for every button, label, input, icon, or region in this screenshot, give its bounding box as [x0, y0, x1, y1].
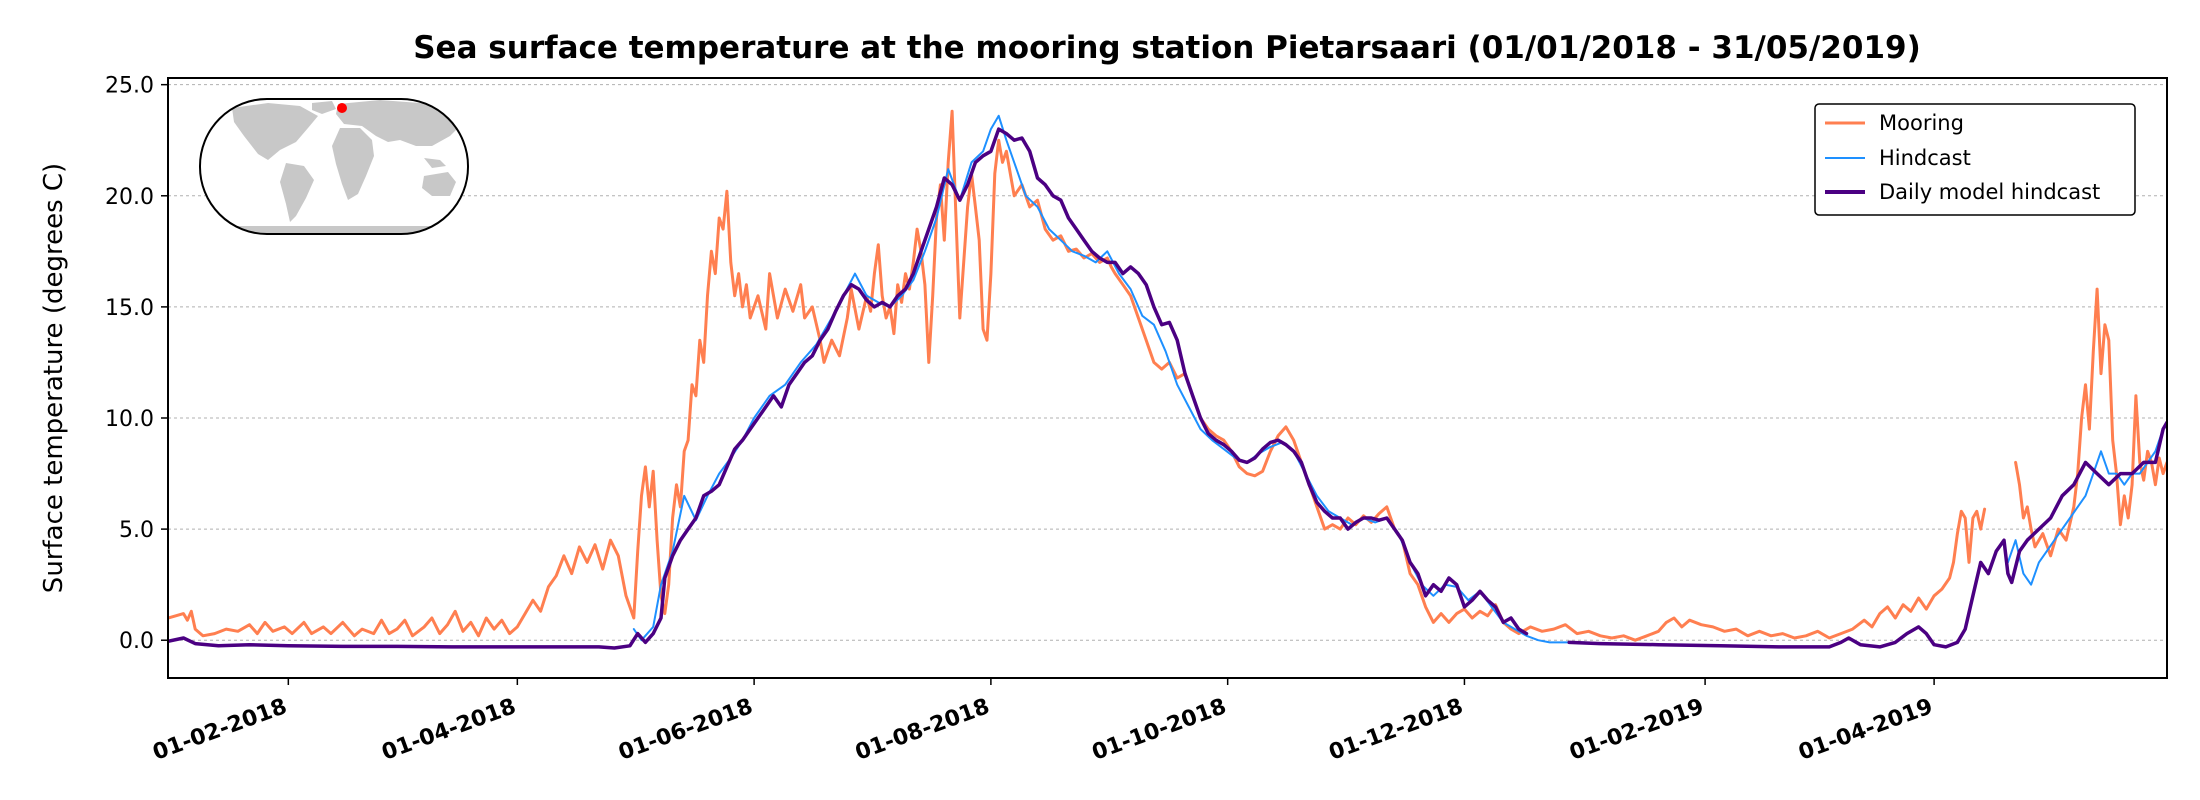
- legend-box: [1814, 103, 2136, 216]
- plot-frame: [167, 77, 2168, 679]
- series-line-hindcast: [2006, 421, 2167, 586]
- series-line-daily-model-hindcast: [1567, 420, 2167, 649]
- series-line-mooring: [168, 109, 1987, 642]
- inset-map-border: [199, 98, 469, 235]
- x-tick-label: 01-12-2018: [1326, 694, 1467, 766]
- y-axis-label: Surface temperature (degrees C): [39, 163, 69, 593]
- greenland-shape: [312, 101, 336, 114]
- series-line-mooring: [2014, 287, 2167, 558]
- station-location-dot: [337, 103, 347, 113]
- y-axis-ticks: 0.0 5.0 10.0 15.0 20.0 25.0: [105, 74, 168, 654]
- x-tick-label: 01-04-2018: [379, 694, 520, 766]
- antarctica-shape: [200, 226, 468, 234]
- legend-label-hindcast: Hindcast: [1879, 146, 1971, 170]
- legend-label-mooring: Mooring: [1879, 111, 1964, 135]
- eurasia-shape: [336, 100, 462, 146]
- y-tick-label: 25.0: [105, 74, 154, 99]
- africa-eurasia-shape: [332, 128, 374, 200]
- x-tick-label: 01-10-2018: [1089, 694, 1230, 766]
- y-tick-label: 15.0: [105, 296, 154, 321]
- series-lines: [168, 109, 2167, 650]
- south-america-shape: [280, 163, 314, 222]
- x-tick-label: 01-06-2018: [615, 694, 756, 766]
- x-tick-label: 01-04-2019: [1795, 694, 1936, 766]
- y-tick-label: 0.0: [119, 629, 154, 654]
- x-tick-label: 01-02-2019: [1566, 694, 1707, 766]
- x-tick-label: 01-08-2018: [852, 694, 993, 766]
- y-tick-label: 5.0: [119, 518, 154, 543]
- indonesia-shape: [424, 158, 446, 168]
- series-line-daily-model-hindcast: [168, 127, 1529, 650]
- inset-world-map: [199, 98, 469, 235]
- north-america-shape: [232, 103, 318, 160]
- x-tick-label: 01-02-2018: [150, 694, 291, 766]
- series-line-hindcast: [632, 114, 1586, 644]
- y-tick-label: 10.0: [105, 407, 154, 432]
- chart-title: Sea surface temperature at the mooring s…: [413, 30, 1921, 66]
- x-axis-ticks: 01-02-2018 01-04-2018 01-06-2018 01-08-2018…: [150, 678, 1936, 766]
- australia-shape: [422, 172, 456, 196]
- legend: Mooring Hindcast Daily model hindcast: [1814, 103, 2136, 216]
- y-tick-label: 20.0: [105, 185, 154, 210]
- legend-label-daily-model-hindcast: Daily model hindcast: [1879, 180, 2100, 204]
